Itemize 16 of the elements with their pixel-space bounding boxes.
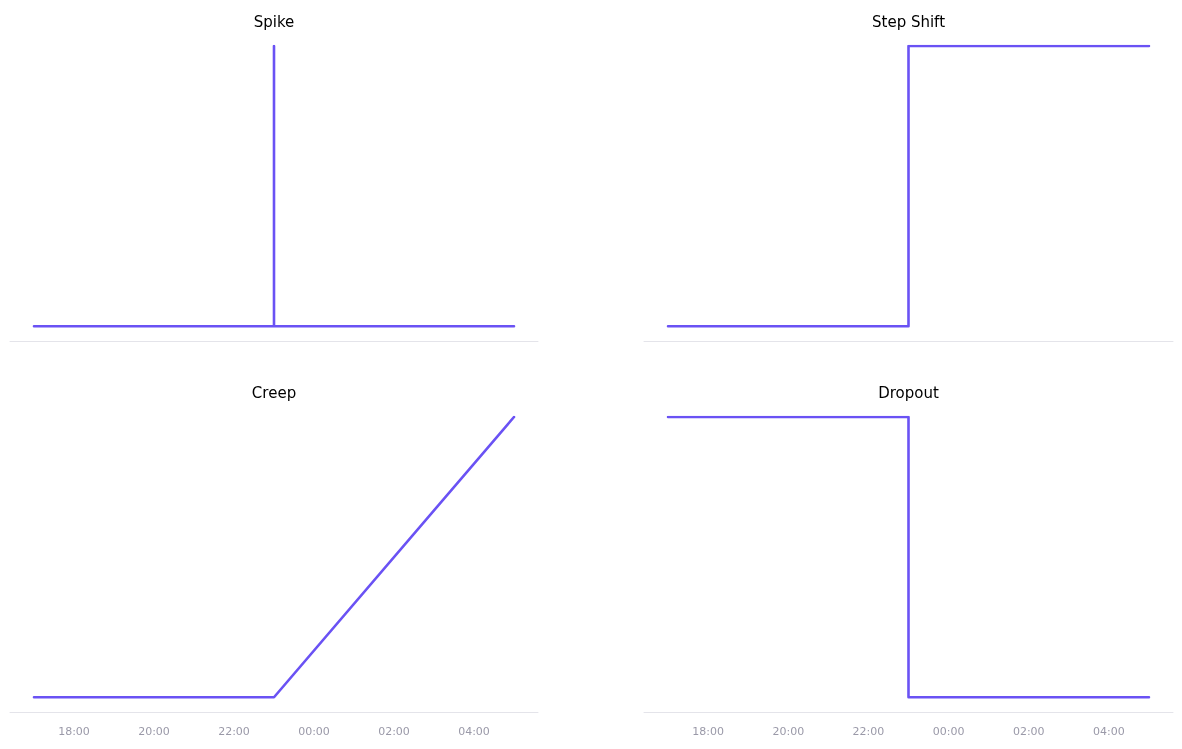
- chart-title: Dropout: [878, 383, 939, 402]
- x-tick-label: 22:00: [218, 725, 250, 738]
- x-tick-label: 00:00: [932, 725, 965, 738]
- x-tick-label: 18:00: [58, 725, 90, 738]
- chart-title: Spike: [253, 12, 295, 31]
- x-tick-label: 00:00: [298, 725, 330, 738]
- x-tick-label: 20:00: [138, 725, 170, 738]
- chart-title: Step Shift: [871, 12, 946, 31]
- x-tick-label: 04:00: [1093, 725, 1125, 738]
- x-tick-label: 22:00: [852, 725, 885, 738]
- x-tick-label: 20:00: [772, 725, 805, 738]
- x-tick-label: 04:00: [458, 725, 490, 738]
- x-tick-label: 02:00: [378, 725, 410, 738]
- chart-title: Creep: [251, 383, 297, 402]
- x-tick-label: 18:00: [692, 725, 724, 738]
- x-tick-label: 02:00: [1012, 725, 1045, 738]
